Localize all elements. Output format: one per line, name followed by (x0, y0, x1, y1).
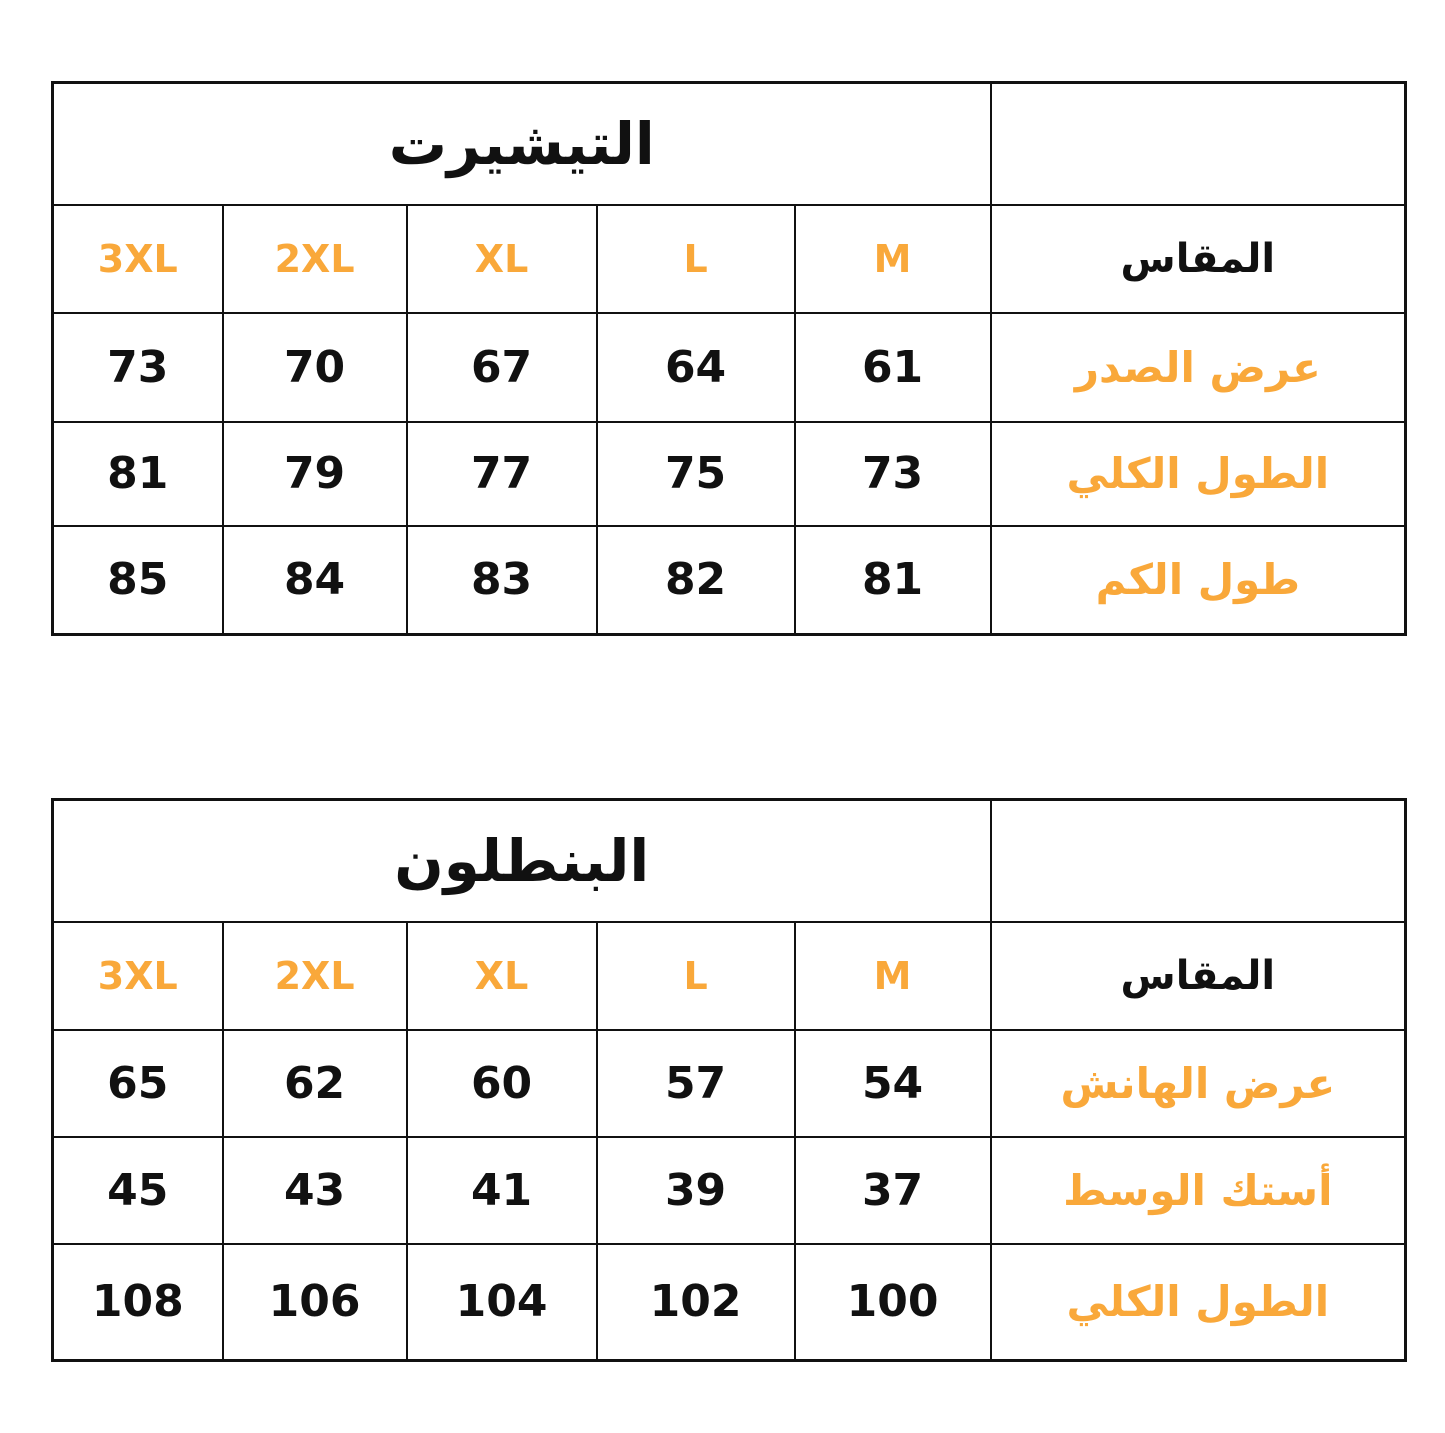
measurement-value: 73 (51, 311, 224, 423)
size-column-header: 3XL (51, 203, 224, 314)
measurement-value: 65 (51, 1028, 224, 1138)
measurement-value: 54 (793, 1028, 992, 1138)
table-row: أستك الوسط 37 39 41 43 45 (51, 1135, 1407, 1245)
size-column-header: L (595, 920, 796, 1031)
table-title: البنطلون (51, 798, 992, 923)
measurement-value: 82 (595, 524, 796, 636)
size-column-header: XL (405, 920, 598, 1031)
size-header-label: المقاس (989, 920, 1407, 1031)
empty-header-cell (989, 81, 1407, 206)
measurement-value: 39 (595, 1135, 796, 1245)
measurement-value: 45 (51, 1135, 224, 1245)
size-column-header: 3XL (51, 920, 224, 1031)
title-row: البنطلون (51, 798, 1407, 923)
measurement-value: 43 (221, 1135, 408, 1245)
measurement-value: 84 (221, 524, 408, 636)
measurement-value: 57 (595, 1028, 796, 1138)
measurement-value: 106 (221, 1242, 408, 1362)
size-column-header: XL (405, 203, 598, 314)
size-column-header: L (595, 203, 796, 314)
measurement-value: 75 (595, 420, 796, 527)
empty-header-cell (989, 798, 1407, 923)
pants-size-table: البنطلون المقاس M L XL 2XL 3XL عرض الهانش 54 57 60… (51, 798, 1408, 1362)
measurement-value: 77 (405, 420, 598, 527)
measurement-value: 64 (595, 311, 796, 423)
size-column-header: 2XL (221, 920, 408, 1031)
measurement-label: طول الكم (989, 524, 1407, 636)
size-header-row: المقاس M L XL 2XL 3XL (51, 920, 1407, 1031)
measurement-value: 62 (221, 1028, 408, 1138)
measurement-value: 83 (405, 524, 598, 636)
measurement-value: 60 (405, 1028, 598, 1138)
tshirt-size-table: التيشيرت المقاس M L XL 2XL 3XL عرض الصدر 61 64 67 7… (51, 81, 1408, 636)
measurement-value: 37 (793, 1135, 992, 1245)
table-row: الطول الكلي 100 102 104 106 108 (51, 1242, 1407, 1362)
size-column-header: M (793, 920, 992, 1031)
size-column-header: 2XL (221, 203, 408, 314)
table-title: التيشيرت (51, 81, 992, 206)
table-row: عرض الهانش 54 57 60 62 65 (51, 1028, 1407, 1138)
measurement-value: 81 (793, 524, 992, 636)
measurement-value: 108 (51, 1242, 224, 1362)
measurement-label: الطول الكلي (989, 1242, 1407, 1362)
measurement-value: 104 (405, 1242, 598, 1362)
measurement-label: أستك الوسط (989, 1135, 1407, 1245)
measurement-value: 41 (405, 1135, 598, 1245)
measurement-value: 100 (793, 1242, 992, 1362)
size-header-row: المقاس M L XL 2XL 3XL (51, 203, 1407, 314)
measurement-value: 61 (793, 311, 992, 423)
measurement-label: الطول الكلي (989, 420, 1407, 527)
measurement-value: 79 (221, 420, 408, 527)
measurement-value: 70 (221, 311, 408, 423)
table-row: الطول الكلي 73 75 77 79 81 (51, 420, 1407, 527)
table-row: طول الكم 81 82 83 84 85 (51, 524, 1407, 636)
size-column-header: M (793, 203, 992, 314)
measurement-value: 81 (51, 420, 224, 527)
measurement-label: عرض الصدر (989, 311, 1407, 423)
measurement-value: 67 (405, 311, 598, 423)
table-row: عرض الصدر 61 64 67 70 73 (51, 311, 1407, 423)
measurement-value: 73 (793, 420, 992, 527)
measurement-value: 85 (51, 524, 224, 636)
title-row: التيشيرت (51, 81, 1407, 206)
measurement-label: عرض الهانش (989, 1028, 1407, 1138)
measurement-value: 102 (595, 1242, 796, 1362)
size-header-label: المقاس (989, 203, 1407, 314)
